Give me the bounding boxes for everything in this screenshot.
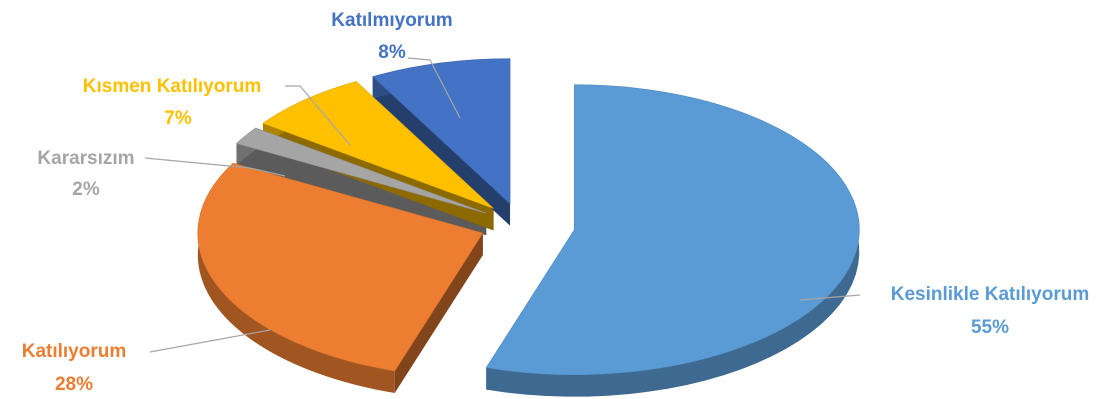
label-katilmiyorum-name: Katılmıyorum <box>331 10 452 31</box>
leader-line-kararsizim <box>144 157 286 177</box>
label-kismen-name: Kısmen Katılıyorum <box>83 76 261 97</box>
slice-katiliyorum-wall-0 <box>394 233 483 394</box>
slice-katiliyorum-rim <box>197 163 395 394</box>
leader-lines <box>144 57 861 353</box>
slice-katilmiyorum <box>372 58 511 205</box>
slice-kararsizim-wall-0 <box>236 143 487 236</box>
label-katiliyorum-name: Katılıyorum <box>22 341 127 362</box>
slice-kismen <box>262 81 494 209</box>
slice-katilmiyorum-wall-0 <box>372 76 511 226</box>
label-kararsizim-name: Kararsızım <box>37 148 134 169</box>
leader-line-kesinlikle <box>799 294 861 301</box>
slice-kesinlikle <box>485 84 860 375</box>
label-kismen-value: 7% <box>164 108 192 129</box>
pie-tops <box>197 58 860 375</box>
label-kararsizim-value: 2% <box>72 179 100 200</box>
slice-katiliyorum <box>197 162 484 372</box>
leader-line-katiliyorum <box>149 329 271 353</box>
label-kesinlikle-value: 55% <box>971 317 1009 338</box>
label-kesinlikle-name: Kesinlikle Katılıyorum <box>891 284 1090 305</box>
leader-line-kismen <box>285 85 351 146</box>
label-katiliyorum-value: 28% <box>55 374 93 395</box>
slice-kararsizim <box>235 127 487 214</box>
label-katilmiyorum-value: 8% <box>378 42 406 63</box>
leader-line-katilmiyorum <box>407 57 461 119</box>
